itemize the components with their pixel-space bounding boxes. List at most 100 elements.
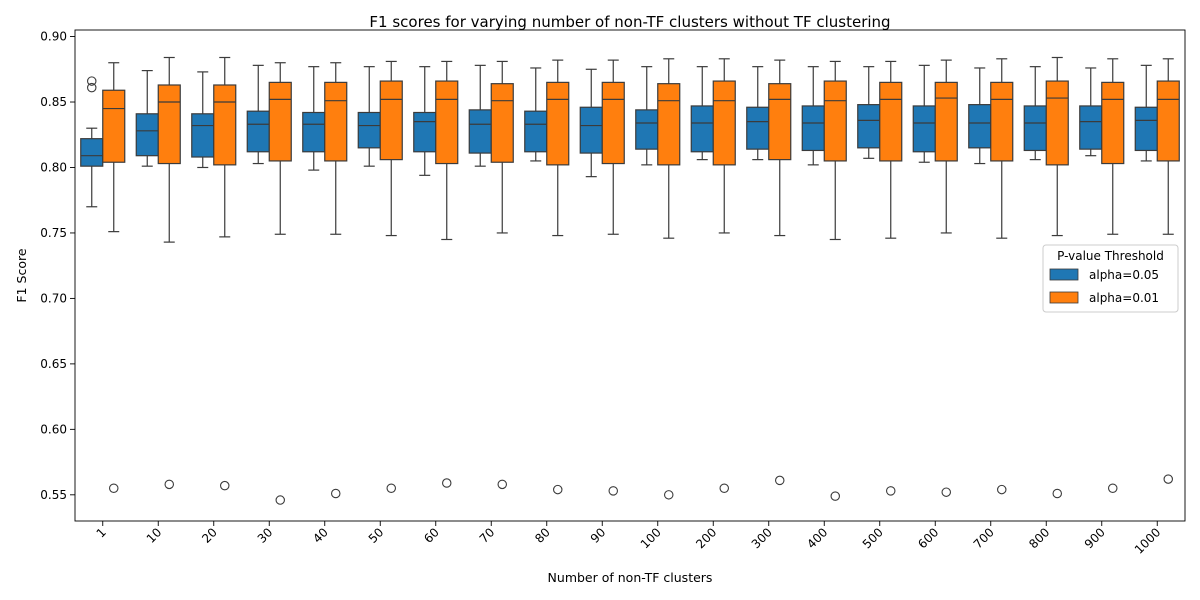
outlier-point [830,491,840,501]
box-iqr [102,89,126,163]
box-alpha=0.05-200 [690,66,714,161]
box-alpha=0.01-100 [657,58,681,500]
box-iqr [1023,105,1047,152]
legend-title: P-value Threshold [1057,249,1164,263]
box-alpha=0.05-1000 [1134,64,1158,162]
box-alpha=0.01-50 [379,60,403,494]
box-alpha=0.05-800 [1023,66,1047,161]
x-tick-label: 90 [588,525,609,546]
y-tick-label: 0.75 [40,226,67,240]
x-tick-label: 900 [1082,525,1108,551]
box-iqr [968,104,992,149]
box-iqr [490,83,514,163]
x-tick-label: 200 [693,525,719,551]
outlier-point [996,484,1007,495]
box-alpha=0.01-10 [157,56,181,490]
y-tick-label: 0.70 [40,291,67,305]
x-tick-label: 80 [532,525,553,546]
series-alpha=0.01 [102,56,1180,505]
x-tick-label: 60 [421,525,442,546]
outlier-point [87,76,97,86]
box-iqr [268,81,292,162]
legend: P-value Threshold alpha=0.05 alpha=0.01 [1042,244,1179,313]
box-iqr [1134,106,1158,152]
box-alpha=0.05-900 [1079,67,1103,157]
y-tick-label: 0.55 [40,488,67,502]
x-tick-label: 1 [94,525,109,540]
box-alpha=0.05-40 [302,66,326,171]
outlier-point [608,486,618,496]
x-axis: 1 10 20 30 40 50 60 70 80 90 100 200 300 400 500 600 700… [94,521,1163,557]
box-iqr [857,104,881,149]
box-iqr [579,106,603,154]
box-iqr [768,83,792,161]
box-alpha=0.01-20 [213,56,237,491]
box-iqr [1045,80,1069,166]
box-alpha=0.05-400 [801,66,825,166]
box-alpha=0.05-90 [579,68,603,178]
outlier-point [109,483,119,494]
outlier-point [552,484,563,495]
box-alpha=0.01-700 [990,58,1014,495]
x-tick-label: 800 [1026,525,1052,551]
box-alpha=0.05-700 [968,67,992,165]
y-tick-label: 0.65 [40,357,67,371]
box-iqr [712,80,736,166]
x-tick-label: 700 [971,525,997,551]
box-alpha=0.01-1000 [1156,58,1180,484]
box-iqr [601,81,625,165]
box-alpha=0.01-600 [934,59,958,497]
box-alpha=0.05-80 [524,67,548,162]
outlier-point [1163,474,1174,484]
series-alpha=0.05 [80,64,1158,208]
box-alpha=0.05-100 [635,66,659,166]
box-alpha=0.01-900 [1101,58,1125,494]
y-tick-label: 0.90 [40,30,67,44]
box-iqr [1079,105,1103,150]
box-iqr [990,81,1014,162]
box-iqr [801,105,825,152]
outlier-point [220,480,230,491]
box-alpha=0.05-1 [80,76,104,208]
box-alpha=0.05-500 [857,66,881,159]
legend-swatch-alpha-0.05 [1049,268,1079,281]
x-tick-label: 1000 [1132,525,1163,556]
box-alpha=0.01-800 [1045,56,1069,499]
legend-label-alpha-0.05: alpha=0.05 [1089,268,1159,282]
plot-frame [74,29,1186,522]
outlier-point [1108,483,1118,494]
box-alpha=0.05-10 [135,69,159,167]
box-iqr [157,84,181,165]
box-iqr [524,110,548,153]
x-tick-label: 30 [255,525,276,546]
outlier-point [774,475,785,486]
box-alpha=0.01-500 [879,60,903,496]
outlier-point [719,483,729,494]
x-tick-label: 100 [638,525,664,551]
box-iqr [80,138,104,167]
legend-label-alpha-0.01: alpha=0.01 [1089,291,1159,305]
x-tick-label: 70 [477,525,498,546]
box-iqr [191,113,215,158]
box-iqr [435,80,459,165]
box-alpha=0.01-300 [768,59,792,486]
box-iqr [135,113,159,157]
y-tick-label: 0.80 [40,160,67,174]
outlier-point [386,483,396,494]
x-tick-label: 500 [860,525,886,551]
box-iqr [912,105,936,153]
box-alpha=0.05-50 [357,66,381,167]
box-iqr [823,80,847,162]
box-iqr [934,81,958,162]
box-iqr [324,81,348,162]
outlier-point [275,495,285,505]
legend-swatch-alpha-0.01 [1049,291,1079,304]
box-iqr [879,81,903,162]
x-tick-label: 10 [144,525,165,546]
x-tick-label: 600 [915,525,941,551]
box-alpha=0.05-60 [413,66,437,176]
box-alpha=0.01-400 [823,60,847,501]
box-alpha=0.05-300 [746,66,770,161]
box-alpha=0.05-20 [191,71,215,169]
